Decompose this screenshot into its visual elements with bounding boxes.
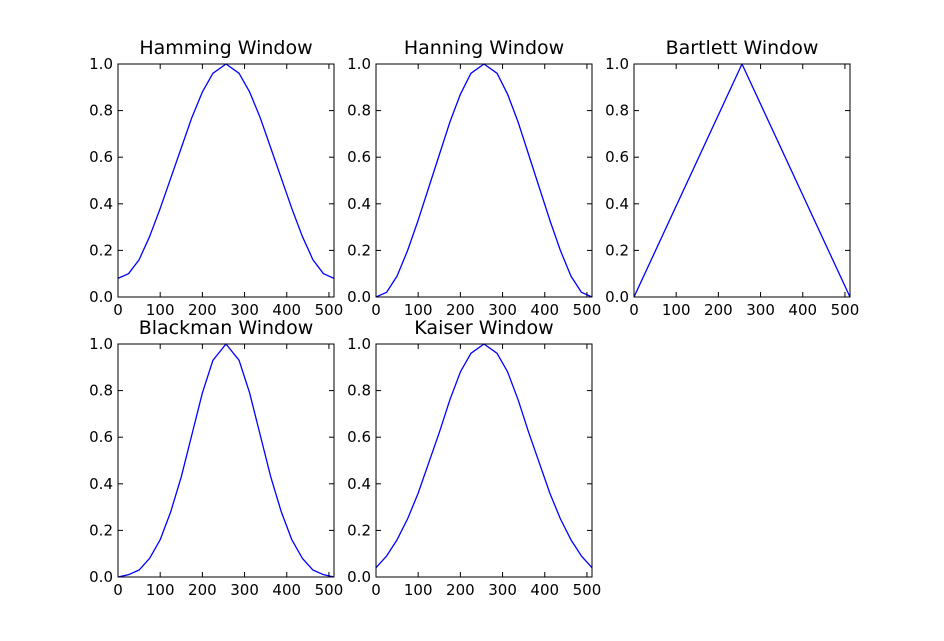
- hamming-title: Hamming Window: [139, 37, 312, 59]
- blackman-title: Blackman Window: [139, 317, 314, 339]
- hamming-series-line-0: [117, 63, 335, 279]
- hamming-axes-frame: [117, 63, 335, 298]
- hanning-x-tick-label: 400: [530, 301, 559, 319]
- kaiser-axes-frame: [375, 343, 593, 578]
- kaiser-x-tick-label: 400: [530, 581, 559, 599]
- hanning-title: Hanning Window: [404, 37, 564, 59]
- blackman-series-line-0: [117, 343, 335, 578]
- hamming-x-tick-label: 200: [188, 301, 217, 319]
- hamming-y-tick-label: 0.8: [89, 102, 113, 120]
- hanning-y-tick-label: 0.8: [347, 102, 371, 120]
- bartlett-x-tick-label: 100: [662, 301, 691, 319]
- kaiser-panel: 0 100 200 300 400 500 0.0 0.2 0.4 0.6 0.8 1.0 Kaiser…: [347, 317, 601, 599]
- kaiser-y-tick-label: 0.2: [347, 521, 371, 539]
- bartlett-x-tick-label: 300: [746, 301, 775, 319]
- hanning-panel: 0 100 200 300 400 500 0.0 0.2 0.4 0.6 0.8 1.0 Hannin…: [347, 37, 601, 319]
- blackman-y-tick-label: 0.8: [89, 382, 113, 400]
- hanning-y-tick-label: 0.4: [347, 195, 371, 213]
- hamming-x-tick-label: 100: [146, 301, 175, 319]
- hanning-x-tick-label: 0: [371, 301, 381, 319]
- blackman-y-tick-label: 0.2: [89, 521, 113, 539]
- bartlett-axes-frame: [633, 63, 851, 298]
- bartlett-x-tick-label: 0: [629, 301, 639, 319]
- hamming-x-tick-label: 500: [315, 301, 344, 319]
- hamming-y-tick-label: 1.0: [89, 55, 113, 73]
- kaiser-x-tick-label: 300: [488, 581, 517, 599]
- hanning-x-tick-label: 200: [446, 301, 475, 319]
- hamming-x-tick-label: 400: [272, 301, 301, 319]
- kaiser-y-tick-label: 1.0: [347, 335, 371, 353]
- blackman-x-tick-label: 400: [272, 581, 301, 599]
- bartlett-y-tick-label: 1.0: [605, 55, 629, 73]
- kaiser-y-tick-label: 0.0: [347, 568, 371, 586]
- bartlett-x-tick-label: 400: [788, 301, 817, 319]
- bartlett-y-tick-label: 0.2: [605, 241, 629, 259]
- hamming-y-tick-label: 0.2: [89, 241, 113, 259]
- blackman-panel: 0 100 200 300 400 500 0.0 0.2 0.4 0.6 0.8 1.0 Blackm…: [89, 317, 343, 599]
- kaiser-title: Kaiser Window: [414, 317, 553, 339]
- hanning-x-tick-label: 500: [573, 301, 602, 319]
- kaiser-x-tick-label: 100: [404, 581, 433, 599]
- hanning-y-tick-label: 0.0: [347, 288, 371, 306]
- kaiser-series-line-0: [375, 343, 593, 569]
- hamming-y-tick-label: 0.0: [89, 288, 113, 306]
- bartlett-x-tick-label: 500: [831, 301, 860, 319]
- hamming-y-tick-label: 0.6: [89, 148, 113, 166]
- bartlett-x-tick-label: 200: [704, 301, 733, 319]
- hanning-axes-frame: [375, 63, 593, 298]
- bartlett-y-tick-label: 0.0: [605, 288, 629, 306]
- bartlett-series-line-0: [633, 63, 851, 298]
- hanning-y-tick-label: 0.2: [347, 241, 371, 259]
- kaiser-y-tick-label: 0.6: [347, 428, 371, 446]
- blackman-axes-frame: [117, 343, 335, 578]
- kaiser-x-tick-label: 500: [573, 581, 602, 599]
- blackman-x-tick-label: 300: [230, 581, 259, 599]
- blackman-y-tick-label: 0.4: [89, 475, 113, 493]
- bartlett-title: Bartlett Window: [666, 37, 819, 59]
- bartlett-y-tick-label: 0.8: [605, 102, 629, 120]
- hanning-y-tick-label: 1.0: [347, 55, 371, 73]
- blackman-x-tick-label: 200: [188, 581, 217, 599]
- kaiser-x-tick-label: 200: [446, 581, 475, 599]
- blackman-x-tick-label: 500: [315, 581, 344, 599]
- hanning-x-tick-label: 300: [488, 301, 517, 319]
- hanning-series-line-0: [375, 63, 593, 298]
- bartlett-y-tick-label: 0.4: [605, 195, 629, 213]
- blackman-y-tick-label: 1.0: [89, 335, 113, 353]
- blackman-y-tick-label: 0.0: [89, 568, 113, 586]
- hanning-x-tick-label: 100: [404, 301, 433, 319]
- hamming-panel: 0 100 200 300 400 500 0.0 0.2 0.4 0.6 0.8 1.0 Hammin…: [89, 37, 343, 319]
- bartlett-panel: 0 100 200 300 400 500 0.0 0.2 0.4 0.6 0.8 1.0 Bartle…: [605, 37, 859, 319]
- hamming-y-tick-label: 0.4: [89, 195, 113, 213]
- hamming-x-tick-label: 0: [113, 301, 123, 319]
- hamming-x-tick-label: 300: [230, 301, 259, 319]
- blackman-y-tick-label: 0.6: [89, 428, 113, 446]
- blackman-x-tick-label: 0: [113, 581, 123, 599]
- blackman-x-tick-label: 100: [146, 581, 175, 599]
- bartlett-y-tick-label: 0.6: [605, 148, 629, 166]
- hanning-y-tick-label: 0.6: [347, 148, 371, 166]
- kaiser-y-tick-label: 0.8: [347, 382, 371, 400]
- kaiser-y-tick-label: 0.4: [347, 475, 371, 493]
- kaiser-x-tick-label: 0: [371, 581, 381, 599]
